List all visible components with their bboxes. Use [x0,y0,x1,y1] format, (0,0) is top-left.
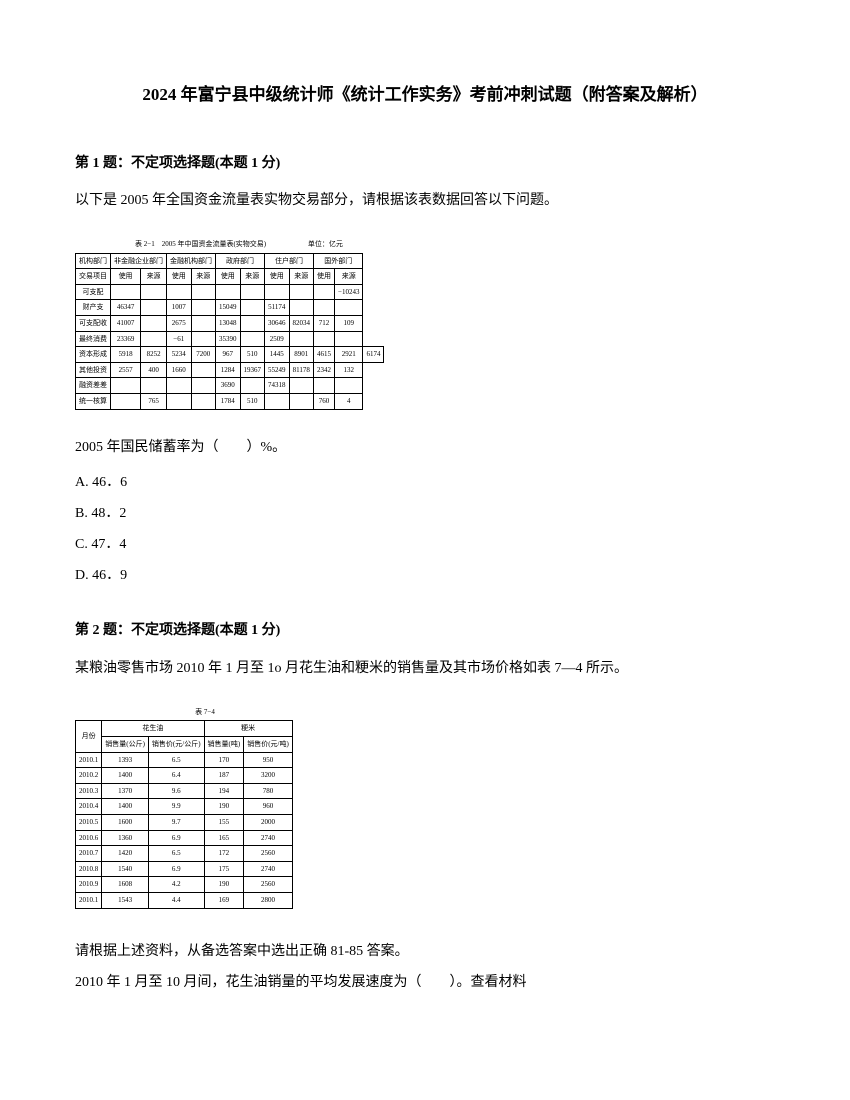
table-1-unit: 单位：亿元 [308,238,343,251]
question-2-text-2: 2010 年 1 月至 10 月间，花生油销量的平均发展速度为（ ）。查看材料 [75,970,775,995]
table-1-title: 表 2−1 2005 年中国资金流量表(实物交易) 单位：亿元 [75,238,775,251]
table-1-title-text: 表 2−1 2005 年中国资金流量表(实物交易) [135,240,266,248]
table-2-title: 表 7−4 [75,706,335,719]
table-1: 机构部门非金融企业部门金融机构部门政府部门住户部门国外部门交易项目使用来源使用来… [75,253,384,410]
question-1-option-b: B. 48．2 [75,501,775,526]
question-1-table-wrapper: 表 2−1 2005 年中国资金流量表(实物交易) 单位：亿元 机构部门非金融企… [75,238,775,410]
question-2-header: 第 2 题：不定项选择题(本题 1 分) [75,618,775,643]
question-1-intro: 以下是 2005 年全国资金流量表实物交易部分，请根据该表数据回答以下问题。 [75,188,775,213]
question-1-option-c: C. 47．4 [75,532,775,557]
question-1-option-a: A. 46．6 [75,470,775,495]
table-2: 月份花生油粳米销售量(公斤)销售价(元/公斤)销售量(吨)销售价(元/吨)201… [75,720,293,908]
question-2-text-1: 请根据上述资料，从备选答案中选出正确 81-85 答案。 [75,939,775,964]
question-1-header: 第 1 题：不定项选择题(本题 1 分) [75,151,775,176]
question-1-option-d: D. 46．9 [75,563,775,588]
question-1-text: 2005 年国民储蓄率为（ ）%。 [75,435,775,460]
document-title: 2024 年富宁县中级统计师《统计工作实务》考前冲刺试题（附答案及解析） [75,80,775,111]
question-2-intro: 某粮油零售市场 2010 年 1 月至 1o 月花生油和粳米的销售量及其市场价格… [75,656,775,681]
question-2-table-wrapper: 表 7−4 月份花生油粳米销售量(公斤)销售价(元/公斤)销售量(吨)销售价(元… [75,706,775,909]
